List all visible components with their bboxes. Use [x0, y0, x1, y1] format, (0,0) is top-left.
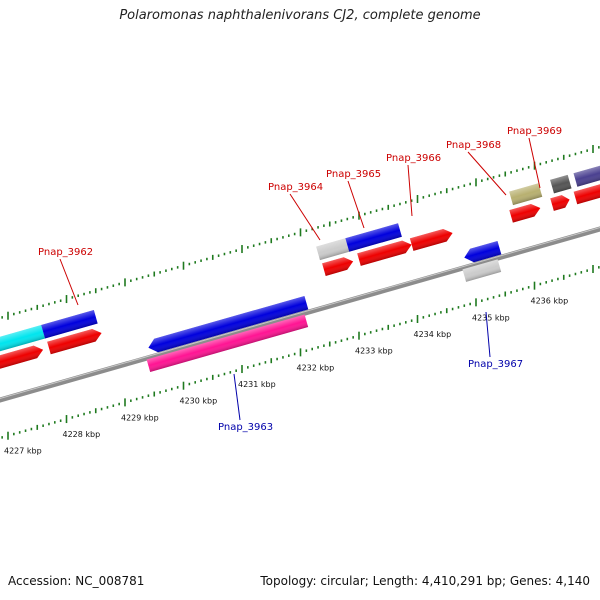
- gene-label-pnap-3968[interactable]: Pnap_3968: [446, 140, 501, 151]
- gene-feature[interactable]: [41, 309, 98, 339]
- tick-label: 4230 kbp: [180, 397, 218, 406]
- gene-leader-line: [59, 258, 79, 306]
- gene-shading: [322, 257, 354, 276]
- gene-feature[interactable]: [0, 324, 46, 356]
- gene-shading: [462, 259, 502, 282]
- gene-shading: [550, 174, 572, 194]
- gene-label-pnap-3963[interactable]: Pnap_3963: [218, 422, 273, 433]
- gene-feature[interactable]: [462, 259, 502, 282]
- gene-label-pnap-3969[interactable]: Pnap_3969: [507, 126, 562, 137]
- gene-leader-line: [485, 311, 491, 358]
- tick-label: 4233 kbp: [355, 347, 393, 356]
- tick-label: 4228 kbp: [63, 430, 101, 439]
- gene-feature[interactable]: [345, 223, 402, 252]
- gene-shading: [464, 240, 502, 263]
- gene-label-pnap-3967[interactable]: Pnap_3967: [468, 359, 523, 370]
- gene-feature[interactable]: [146, 314, 309, 372]
- gene-shading: [316, 238, 350, 261]
- gene-shading: [0, 324, 46, 356]
- gene-shading: [148, 295, 309, 353]
- gene-shading: [573, 159, 600, 187]
- gene-feature[interactable]: [146, 295, 309, 354]
- tick-label: 4234 kbp: [414, 330, 452, 339]
- map-title: Polaromonas naphthalenivorans CJ2, compl…: [119, 8, 481, 23]
- backbone-highlight: [0, 226, 600, 400]
- gene-shading: [41, 309, 98, 339]
- gene-label-pnap-3962[interactable]: Pnap_3962: [38, 247, 93, 258]
- tick-label: 4236 kbp: [531, 297, 569, 306]
- gene-leader-line: [407, 164, 413, 217]
- accession-text: Accession: NC_008781: [8, 574, 145, 588]
- gene-feature[interactable]: [509, 183, 543, 206]
- gene-feature[interactable]: [462, 240, 502, 264]
- gene-shading: [47, 328, 102, 355]
- tick-label: 4229 kbp: [121, 413, 159, 422]
- gene-leader-line: [233, 373, 241, 421]
- gene-label-pnap-3965[interactable]: Pnap_3965: [326, 169, 381, 180]
- gene-feature[interactable]: [550, 193, 571, 211]
- gene-shading: [146, 314, 309, 372]
- gene-leader-line: [467, 151, 507, 196]
- tick-label: 4227 kbp: [4, 447, 42, 456]
- feature-layer: [0, 159, 600, 373]
- gene-label-pnap-3966[interactable]: Pnap_3966: [386, 153, 441, 164]
- gene-feature[interactable]: [409, 227, 455, 251]
- gene-label-pnap-3964[interactable]: Pnap_3964: [268, 182, 323, 193]
- gene-shading: [509, 203, 541, 223]
- gene-feature[interactable]: [316, 238, 350, 261]
- tick-label: 4232 kbp: [297, 363, 335, 372]
- tick-label: 4235 kbp: [472, 313, 510, 322]
- gene-feature[interactable]: [573, 159, 600, 187]
- gene-shading: [573, 180, 600, 205]
- gene-feature[interactable]: [47, 327, 103, 355]
- gene-leader-line: [528, 137, 541, 189]
- genome-backbone: [0, 226, 600, 403]
- gene-feature[interactable]: [357, 238, 413, 266]
- backbone-layer: [0, 226, 600, 403]
- gene-shading: [0, 345, 44, 373]
- gene-shading: [409, 228, 453, 251]
- tick-layer: 4227 kbp 4228 kbp 4229 kbp 4230 kbp 4231 kbp…: [1, 144, 600, 456]
- genome-summary-text: Topology: circular; Length: 4,410,291 bp…: [260, 574, 590, 588]
- gene-shading: [345, 223, 402, 252]
- gene-shading: [357, 240, 412, 266]
- gene-shading: [509, 183, 543, 206]
- gene-feature[interactable]: [550, 174, 572, 194]
- gene-leader-line: [347, 180, 365, 229]
- gene-leader-line: [289, 193, 321, 241]
- gene-feature[interactable]: [509, 202, 542, 223]
- gene-feature[interactable]: [573, 178, 600, 205]
- gene-shading: [550, 195, 570, 211]
- gene-feature[interactable]: [0, 343, 45, 373]
- tick-label: 4231 kbp: [238, 380, 276, 389]
- gene-feature[interactable]: [322, 255, 355, 276]
